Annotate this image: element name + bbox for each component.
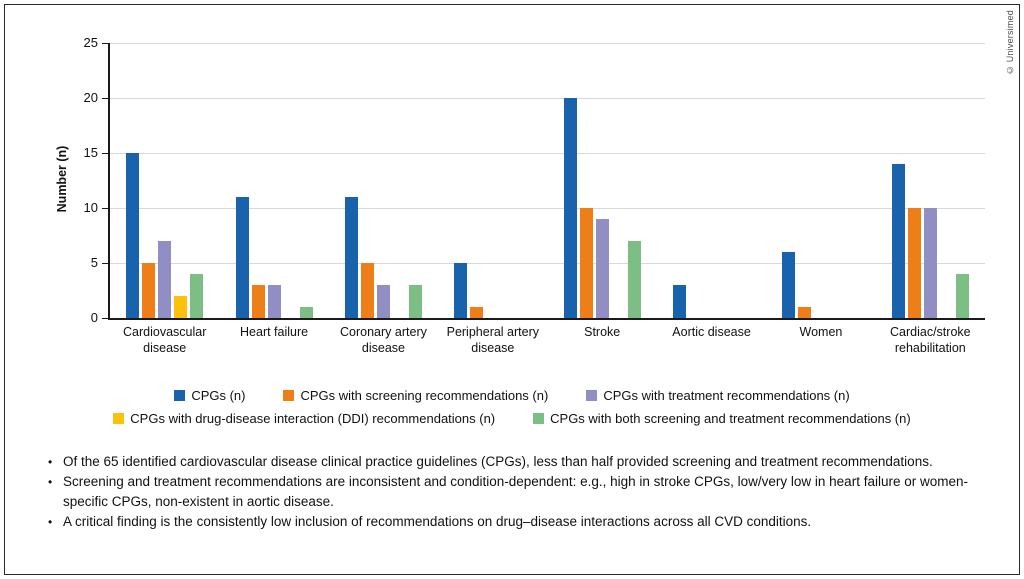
bar [190, 274, 204, 318]
x-axis-label: Heart failure [240, 325, 309, 339]
y-tick-label: 20 [83, 90, 98, 105]
y-axis-tick [102, 42, 108, 44]
legend-item: CPGs with screening recommendations (n) [283, 388, 548, 403]
chart-legend: CPGs (n) CPGs with screening recommendati… [0, 388, 1024, 434]
legend-item: CPGs with drug-disease interaction (DDI)… [113, 411, 495, 426]
legend-label: CPGs with drug-disease interaction (DDI)… [130, 411, 496, 426]
bar [782, 252, 796, 318]
legend-swatch [113, 413, 125, 424]
note-item: A critical finding is the consistently l… [46, 512, 998, 532]
bar [454, 263, 468, 318]
y-axis-tick [102, 317, 108, 319]
bar [174, 296, 188, 318]
bar-group [110, 43, 219, 318]
legend-row-1: CPGs (n) CPGs with screening recommendati… [0, 388, 1024, 403]
bar-group [329, 43, 438, 318]
y-tick-label: 15 [83, 145, 98, 160]
bar [376, 285, 390, 318]
bar-group [438, 43, 547, 318]
bar [563, 98, 577, 318]
y-axis-tick [102, 207, 108, 209]
y-tick-label: 10 [83, 200, 98, 215]
y-axis-tick [102, 262, 108, 264]
x-axis-label: Coronary artery disease [340, 325, 427, 355]
bar [344, 197, 358, 318]
legend-label: CPGs (n) [191, 388, 246, 403]
bar [923, 208, 937, 318]
x-axis-label: Cardiovascular disease [123, 325, 207, 355]
bar [798, 307, 812, 318]
note-item: Of the 65 identified cardiovascular dise… [46, 452, 998, 472]
bar [251, 285, 265, 318]
plot-area: 0 5 10 15 20 25 [84, 35, 985, 325]
x-axis-label: Cardiac/stroke rehabilitation [890, 325, 971, 355]
figure-border [4, 4, 1020, 575]
legend-label: CPGs with treatment recommendations (n) [603, 388, 850, 403]
legend-swatch [533, 413, 545, 424]
bar [299, 307, 313, 318]
bar [235, 197, 249, 318]
y-axis-tick [102, 152, 108, 154]
legend-label: CPGs with screening recommendations (n) [300, 388, 549, 403]
bar-groups [110, 43, 985, 318]
bar [470, 307, 484, 318]
y-axis-tick [102, 97, 108, 99]
legend-item: CPGs with treatment recommendations (n) [586, 388, 850, 403]
bar [158, 241, 172, 318]
bar-group [876, 43, 985, 318]
x-axis-label: Aortic disease [672, 325, 751, 339]
bar [595, 219, 609, 318]
gridline [110, 97, 985, 99]
bar [579, 208, 593, 318]
x-axis-label: Stroke [584, 325, 621, 339]
bar [907, 208, 921, 318]
note-item: Screening and treatment recommendations … [46, 472, 998, 512]
legend-swatch [174, 390, 186, 401]
bar [360, 263, 374, 318]
copyright-credit: © Universimed [1005, 10, 1015, 76]
y-tick-label: 0 [90, 310, 98, 325]
bar [955, 274, 969, 318]
y-axis-title: Number (n) [55, 145, 69, 213]
y-tick-label: 25 [83, 35, 98, 50]
legend-item: CPGs with both screening and treatment r… [533, 411, 911, 426]
bar [673, 285, 687, 318]
y-axis-line [108, 43, 110, 320]
bar-group [219, 43, 328, 318]
bar [891, 164, 905, 318]
legend-swatch [586, 390, 598, 401]
bar-group [548, 43, 657, 318]
notes-list: Of the 65 identified cardiovascular dise… [46, 452, 998, 532]
bar [126, 153, 140, 318]
legend-item: CPGs (n) [174, 388, 245, 403]
x-axis-label: Peripheral artery disease [446, 325, 540, 355]
bar-group [766, 43, 875, 318]
bar [267, 285, 281, 318]
legend-row-2: CPGs with drug-disease interaction (DDI)… [0, 411, 1024, 426]
x-axis-label: Women [799, 325, 843, 339]
legend-swatch [283, 390, 295, 401]
gridline [110, 207, 985, 209]
gridline [110, 262, 985, 264]
bar [627, 241, 641, 318]
gridline [110, 42, 985, 44]
gridline [110, 152, 985, 154]
y-tick-label: 5 [90, 255, 98, 270]
x-axis-labels: Cardiovascular disease Heart failure Coron… [110, 324, 985, 356]
x-axis-line [108, 318, 985, 320]
bar-group [657, 43, 766, 318]
legend-label: CPGs with both screening and treatment r… [550, 411, 911, 426]
bar [142, 263, 156, 318]
bar [408, 285, 422, 318]
